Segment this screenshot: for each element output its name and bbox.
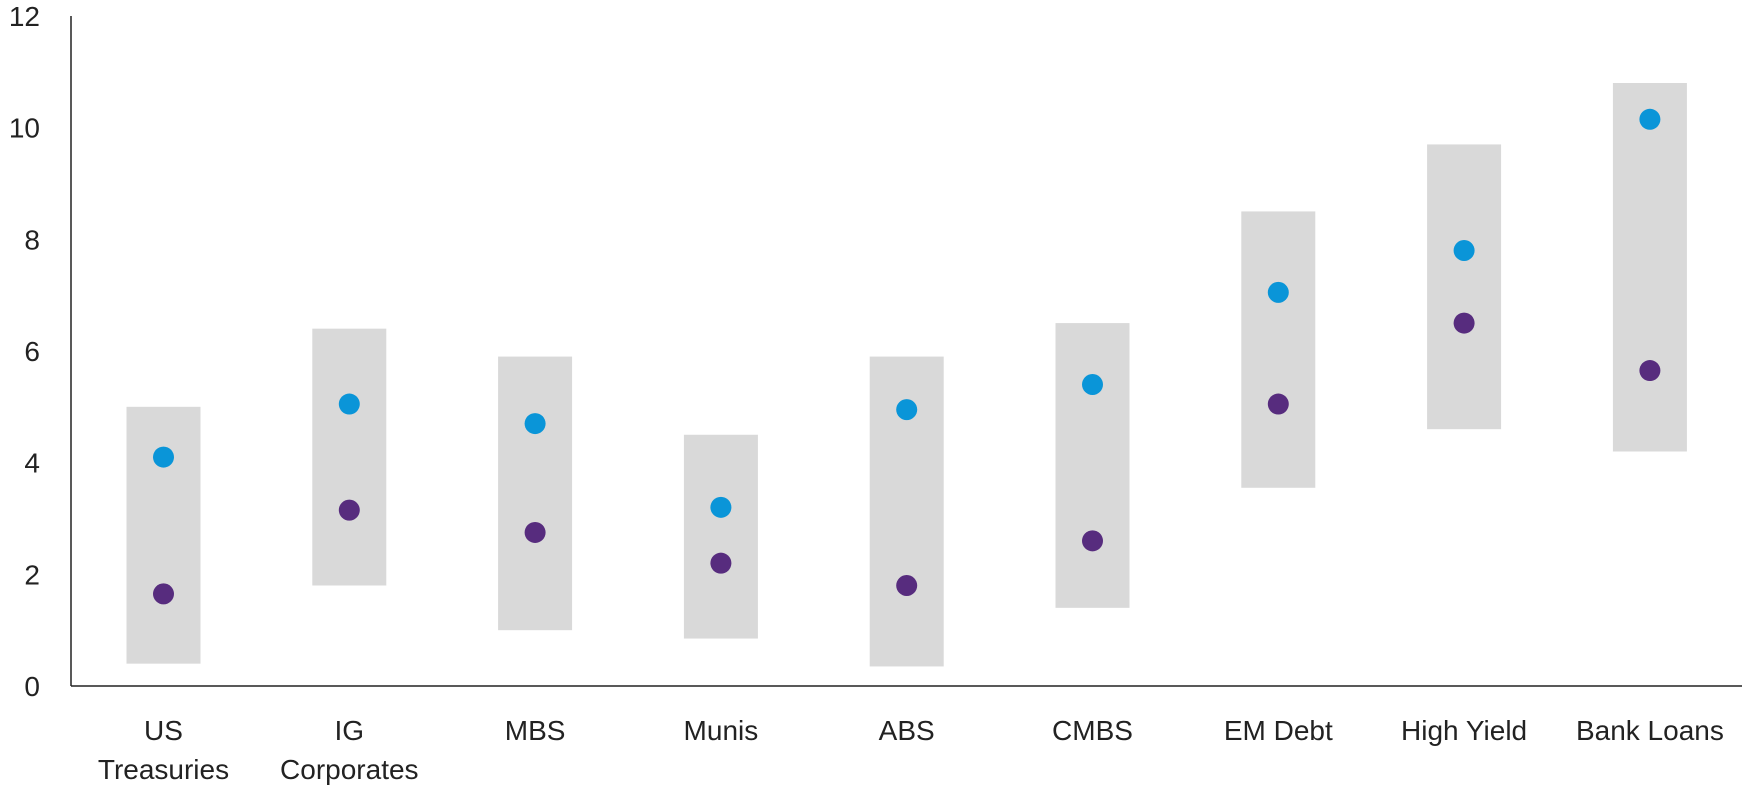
range-bar [1427, 144, 1502, 430]
range-bar [498, 356, 573, 631]
x-tick-label: EM Debt [1224, 715, 1333, 746]
data-point-series-1 [524, 413, 546, 435]
data-point-series-1 [338, 393, 360, 415]
range-bar [683, 434, 758, 639]
y-tick-label: 8 [24, 224, 40, 255]
data-point-series-2 [524, 521, 546, 543]
x-tick-label: CMBS [1052, 715, 1133, 746]
data-point-series-2 [1082, 530, 1103, 552]
data-point-series-2 [1453, 312, 1475, 334]
data-point-series-2 [1639, 360, 1661, 382]
y-axis-ticks: 0 2 4 6 8 10 12 [9, 1, 40, 702]
x-tick-label: High Yield [1401, 715, 1527, 746]
range-bar [1612, 83, 1687, 452]
data-point-series-2 [153, 583, 174, 605]
data-points [153, 108, 1661, 605]
x-tick-label: Munis [684, 715, 759, 746]
x-tick-label: US Treasuries [98, 715, 229, 785]
data-point-series-1 [1267, 281, 1289, 303]
range-bar [312, 328, 387, 586]
range-bar [1055, 323, 1130, 608]
y-tick-label: 4 [24, 448, 40, 479]
data-point-series-1 [710, 496, 732, 518]
data-point-series-2 [1267, 393, 1289, 415]
data-point-series-1 [153, 446, 174, 468]
x-tick-label: ABS [879, 715, 935, 746]
y-tick-label: 6 [24, 336, 40, 367]
data-point-series-2 [896, 575, 918, 596]
x-tick-label: MBS [505, 715, 566, 746]
range-bars [126, 83, 1687, 667]
data-point-series-2 [338, 499, 360, 521]
x-tick-label: IG Corporates [280, 715, 419, 785]
y-tick-label: 0 [24, 671, 40, 702]
x-axis-ticks: US Treasuries IG Corporates MBS Munis ABS CMBS E… [98, 715, 1724, 785]
range-bar [1241, 211, 1316, 488]
data-point-series-1 [896, 399, 918, 421]
y-tick-label: 2 [24, 559, 40, 590]
data-point-series-1 [1639, 108, 1661, 130]
data-point-series-1 [1082, 374, 1103, 395]
data-point-series-1 [1453, 240, 1475, 261]
y-tick-label: 10 [9, 113, 40, 144]
x-tick-label: Bank Loans [1576, 715, 1724, 746]
range-bar [126, 406, 201, 664]
y-tick-label: 12 [9, 1, 40, 32]
data-point-series-2 [710, 552, 732, 574]
